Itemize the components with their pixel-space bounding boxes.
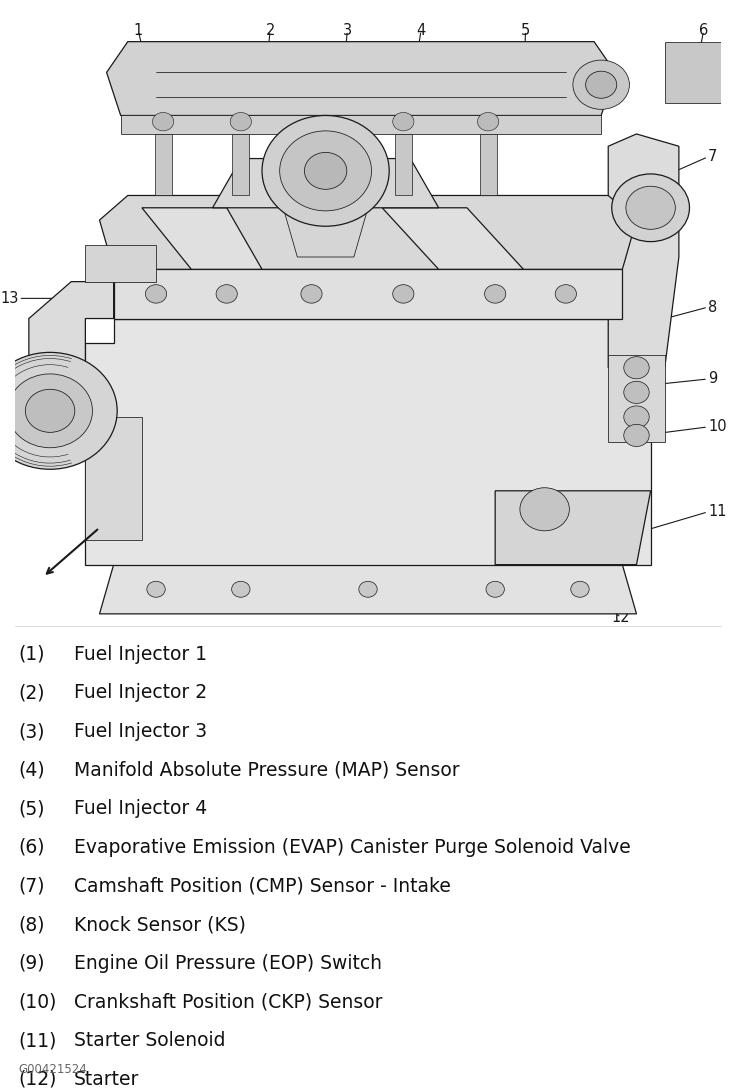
Text: (7): (7): [18, 877, 45, 895]
Text: 9: 9: [708, 371, 718, 387]
Polygon shape: [495, 491, 651, 564]
Text: (8): (8): [18, 915, 45, 934]
Bar: [155, 134, 171, 196]
Text: (5): (5): [18, 799, 45, 818]
Polygon shape: [665, 41, 721, 103]
Text: 6: 6: [699, 23, 708, 38]
Polygon shape: [107, 41, 615, 115]
Polygon shape: [608, 134, 679, 368]
Text: G00421524: G00421524: [18, 1063, 87, 1076]
Polygon shape: [85, 245, 156, 282]
Circle shape: [152, 112, 174, 131]
Circle shape: [520, 488, 570, 530]
Text: (1): (1): [18, 645, 45, 663]
Circle shape: [393, 112, 414, 131]
Circle shape: [232, 582, 250, 597]
Circle shape: [612, 174, 690, 242]
Text: Starter Solenoid: Starter Solenoid: [74, 1031, 225, 1050]
Circle shape: [359, 582, 377, 597]
Text: Knock Sensor (KS): Knock Sensor (KS): [74, 915, 246, 934]
Text: (11): (11): [18, 1031, 57, 1050]
Circle shape: [624, 357, 649, 379]
Text: 8: 8: [708, 299, 718, 315]
Polygon shape: [85, 318, 651, 564]
Circle shape: [393, 284, 414, 303]
Circle shape: [147, 582, 165, 597]
Polygon shape: [99, 196, 637, 269]
Text: 4: 4: [417, 23, 425, 38]
Circle shape: [573, 60, 629, 109]
Circle shape: [230, 112, 252, 131]
Text: (3): (3): [18, 722, 45, 741]
Circle shape: [305, 152, 347, 189]
Text: 13: 13: [0, 291, 18, 306]
Circle shape: [7, 374, 93, 448]
Text: Fuel Injector 1: Fuel Injector 1: [74, 645, 207, 663]
Text: 11: 11: [708, 504, 726, 519]
Text: Crankshaft Position (CKP) Sensor: Crankshaft Position (CKP) Sensor: [74, 993, 382, 1012]
Text: 5: 5: [521, 23, 530, 38]
Circle shape: [0, 353, 117, 469]
Circle shape: [280, 131, 372, 211]
Text: Starter: Starter: [74, 1069, 139, 1089]
Text: (10): (10): [18, 993, 57, 1012]
Bar: [233, 134, 250, 196]
Circle shape: [571, 582, 589, 597]
Text: (2): (2): [18, 684, 45, 702]
Polygon shape: [382, 208, 523, 269]
Text: (9): (9): [18, 954, 45, 972]
Bar: [394, 134, 412, 196]
Circle shape: [301, 284, 322, 303]
Text: (6): (6): [18, 839, 45, 857]
Circle shape: [624, 381, 649, 403]
Text: Fuel Injector 2: Fuel Injector 2: [74, 684, 207, 702]
Text: Engine Oil Pressure (EOP) Switch: Engine Oil Pressure (EOP) Switch: [74, 954, 381, 972]
Text: (12): (12): [18, 1069, 57, 1089]
Text: Fuel Injector 4: Fuel Injector 4: [74, 799, 207, 818]
Circle shape: [262, 115, 389, 227]
Text: Camshaft Position (CMP) Sensor - Intake: Camshaft Position (CMP) Sensor - Intake: [74, 877, 450, 895]
Text: 1: 1: [134, 23, 143, 38]
Circle shape: [216, 284, 237, 303]
Circle shape: [484, 284, 506, 303]
Text: Fuel Injector 3: Fuel Injector 3: [74, 722, 207, 741]
Circle shape: [586, 71, 617, 98]
Circle shape: [146, 284, 166, 303]
Circle shape: [25, 389, 75, 432]
Text: (4): (4): [18, 760, 45, 780]
Text: Evaporative Emission (EVAP) Canister Purge Solenoid Valve: Evaporative Emission (EVAP) Canister Pur…: [74, 839, 630, 857]
Text: 7: 7: [708, 149, 718, 164]
Bar: [121, 115, 601, 134]
Text: 12: 12: [612, 610, 631, 625]
Polygon shape: [113, 269, 623, 318]
Text: 3: 3: [343, 23, 352, 38]
Polygon shape: [213, 159, 439, 208]
Circle shape: [486, 582, 504, 597]
Circle shape: [624, 406, 649, 428]
Circle shape: [624, 425, 649, 446]
Polygon shape: [142, 208, 262, 269]
Circle shape: [478, 112, 499, 131]
Circle shape: [555, 284, 576, 303]
Polygon shape: [85, 417, 142, 540]
Polygon shape: [29, 282, 113, 454]
Polygon shape: [283, 208, 368, 257]
Circle shape: [626, 186, 676, 230]
Text: 2: 2: [266, 23, 275, 38]
Polygon shape: [608, 355, 665, 442]
Bar: [480, 134, 497, 196]
Text: 10: 10: [708, 419, 726, 435]
Polygon shape: [99, 564, 637, 614]
Text: Manifold Absolute Pressure (MAP) Sensor: Manifold Absolute Pressure (MAP) Sensor: [74, 760, 459, 780]
